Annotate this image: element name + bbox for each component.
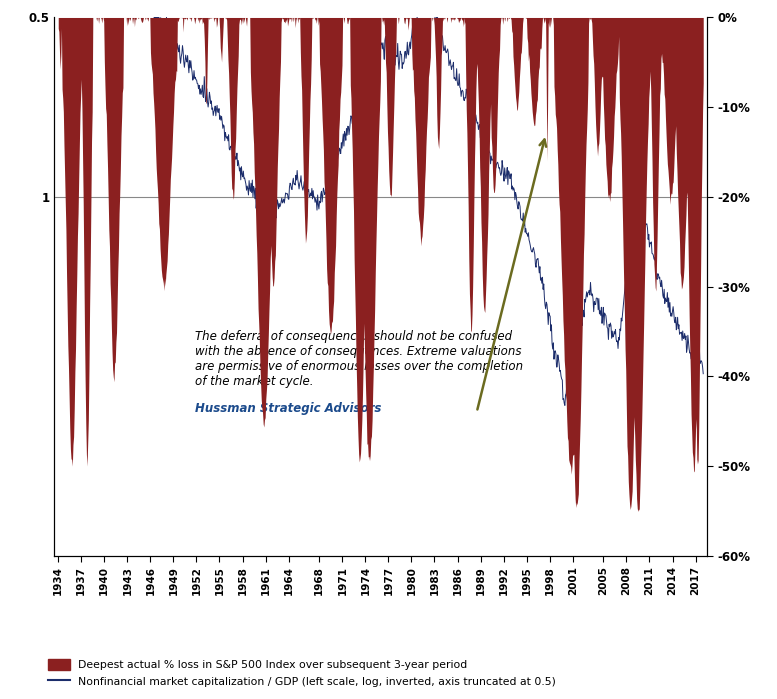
Legend: Deepest actual % loss in S&P 500 Index over subsequent 3-year period, Nonfinanci: Deepest actual % loss in S&P 500 Index o… (48, 658, 556, 686)
Text: The deferral of consequences should not be confused
with the absence of conseque: The deferral of consequences should not … (195, 330, 523, 388)
Text: Hussman Strategic Advisors: Hussman Strategic Advisors (195, 403, 381, 415)
